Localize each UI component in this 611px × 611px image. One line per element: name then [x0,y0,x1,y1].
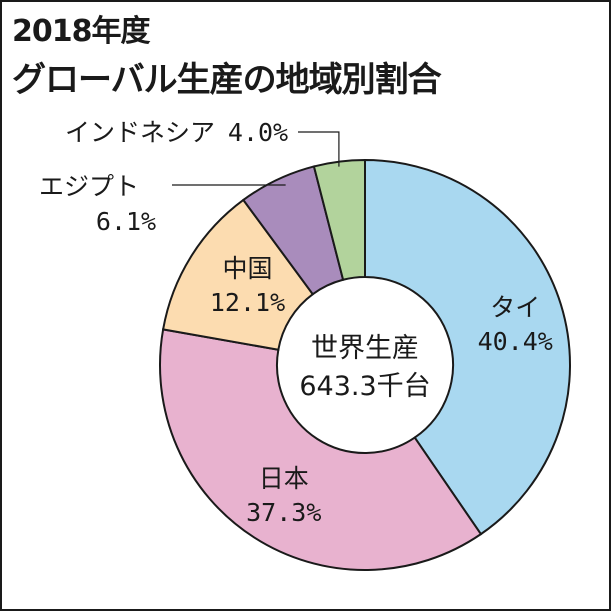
slice-0 [364,158,571,536]
slice-label-name-4: インドネシア [65,118,215,147]
slice-label-value-4: 4.0% [228,118,288,147]
center-label-line1: 世界生産 [311,333,419,364]
center-label-line2: 643.3千台 [299,371,430,402]
chart-title: 2018年度 [12,14,150,49]
slice-label-name-3: エジプト [39,172,139,201]
slice-label-value-3: 6.1% [96,207,156,236]
slice-4 [312,158,366,281]
slice-label-name-1: 日本 [259,464,309,493]
slice-2 [161,198,315,351]
slice-label-name-2: 中国 [223,254,273,283]
slice-label-name-0: タイ [490,293,540,322]
chart-subtitle: グローバル生産の地域別割合 [12,60,442,100]
leader-line-4 [298,131,340,167]
slice-label-value-1: 37.3% [246,498,321,527]
slice-label-value-0: 40.4% [478,327,553,356]
slice-1 [159,328,483,571]
slice-label-value-2: 12.1% [210,288,285,317]
